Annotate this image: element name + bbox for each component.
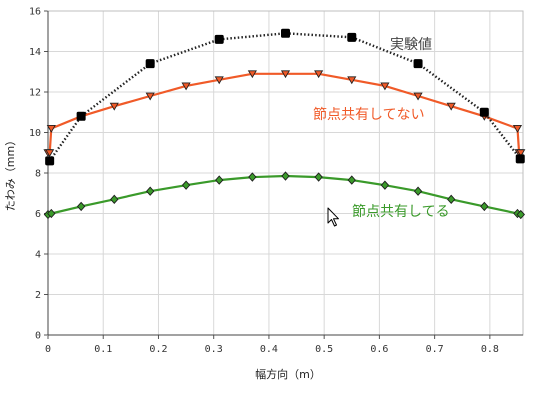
- data-point: [280, 70, 291, 79]
- series-label-unshared-nodes: 節点共有してない: [313, 106, 425, 123]
- data-point: [109, 102, 119, 111]
- x-tick-label: 0.2: [149, 344, 167, 355]
- data-point: [446, 102, 456, 111]
- data-point: [480, 201, 489, 212]
- data-point: [215, 175, 224, 185]
- x-tick-label: 0.7: [426, 344, 444, 355]
- series-label-shared-nodes: 節点共有してる: [352, 203, 450, 220]
- data-point: [380, 180, 390, 190]
- x-tick-label: 0: [45, 344, 51, 355]
- data-point: [314, 172, 323, 182]
- x-tick-label: 0.8: [481, 344, 499, 355]
- data-point: [413, 92, 423, 101]
- data-point: [145, 186, 155, 196]
- y-tick-label: 12: [29, 88, 41, 99]
- data-point: [248, 172, 257, 182]
- data-point: [214, 76, 224, 85]
- y-tick-label: 10: [29, 128, 41, 139]
- x-axis-label: 幅方向（m）: [255, 367, 321, 381]
- data-point: [247, 70, 257, 79]
- y-tick-label: 4: [35, 250, 41, 261]
- y-tick-label: 6: [35, 209, 41, 220]
- data-point: [76, 201, 86, 212]
- y-tick-label: 0: [35, 331, 41, 342]
- data-point: [145, 59, 155, 69]
- x-tick-label: 0.5: [315, 344, 333, 355]
- x-tick-label: 0.1: [94, 344, 112, 355]
- data-point: [214, 34, 224, 44]
- data-point: [76, 111, 86, 121]
- y-tick-label: 14: [29, 47, 41, 58]
- data-point: [413, 186, 423, 196]
- mouse-cursor-icon: [327, 207, 339, 227]
- data-point: [45, 149, 55, 158]
- y-tick-label: 8: [35, 169, 41, 180]
- data-point: [347, 32, 357, 42]
- data-point: [47, 208, 56, 219]
- data-point: [281, 171, 290, 181]
- x-tick-label: 0.4: [260, 344, 278, 355]
- y-tick-label: 16: [29, 7, 41, 18]
- y-tick-label: 2: [35, 290, 41, 301]
- y-axis-label: たわみ（mm）: [4, 135, 17, 211]
- data-point: [181, 180, 191, 190]
- data-point: [314, 70, 324, 79]
- data-point: [181, 82, 191, 91]
- data-point: [479, 107, 489, 117]
- data-point: [45, 156, 55, 166]
- series-label-experiment: 実験値: [390, 37, 432, 53]
- data-point: [110, 194, 119, 204]
- series-group: [43, 28, 526, 220]
- data-point: [281, 28, 290, 38]
- data-point: [516, 209, 525, 220]
- data-point: [347, 175, 356, 185]
- x-tick-label: 0.3: [205, 344, 223, 355]
- data-point: [413, 59, 423, 69]
- data-point: [145, 92, 155, 101]
- data-point: [516, 149, 526, 158]
- axes: 0 2 4 6 8 10 12 14 16 0 0.1 0.2 0.3 0.4 0.5 0.6 0.7 0.8: [29, 7, 524, 355]
- series-line: [48, 32, 522, 162]
- data-point: [347, 76, 357, 85]
- data-point: [515, 154, 525, 164]
- data-point: [512, 124, 523, 133]
- data-point: [380, 82, 390, 91]
- data-point: [446, 194, 456, 204]
- labels: 幅方向（m） たわみ（mm） 実験値 節点共有してない 節点共有してる: [4, 37, 450, 381]
- x-tick-label: 0.6: [370, 344, 388, 355]
- data-point: [46, 124, 56, 133]
